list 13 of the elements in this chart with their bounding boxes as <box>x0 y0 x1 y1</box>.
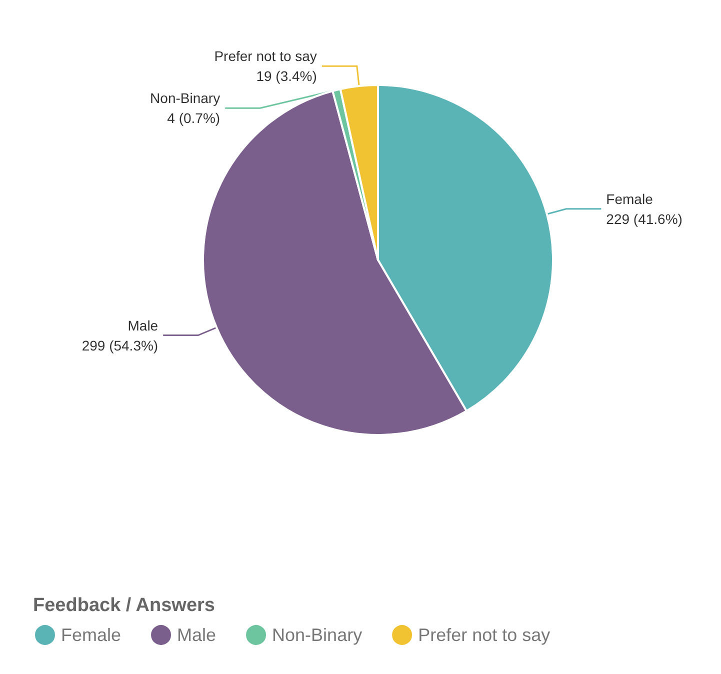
data-label: 299 (54.3%) <box>82 337 158 354</box>
legend-label: Non-Binary <box>272 625 362 645</box>
slice-label: Female <box>606 190 654 207</box>
slice-label: Male <box>128 317 158 334</box>
slice-label: Non-Binary <box>150 90 220 106</box>
legend-title: Feedback / Answers <box>33 595 215 616</box>
data-label: 4 (0.7%) <box>167 110 220 126</box>
slice-label: Prefer not to say <box>214 48 317 64</box>
data-label: 229 (41.6%) <box>606 210 682 227</box>
legend-label: Male <box>177 625 216 645</box>
legend-label: Female <box>61 625 122 645</box>
legend-label: Prefer not to say <box>418 625 550 645</box>
data-label: 19 (3.4%) <box>256 68 317 84</box>
